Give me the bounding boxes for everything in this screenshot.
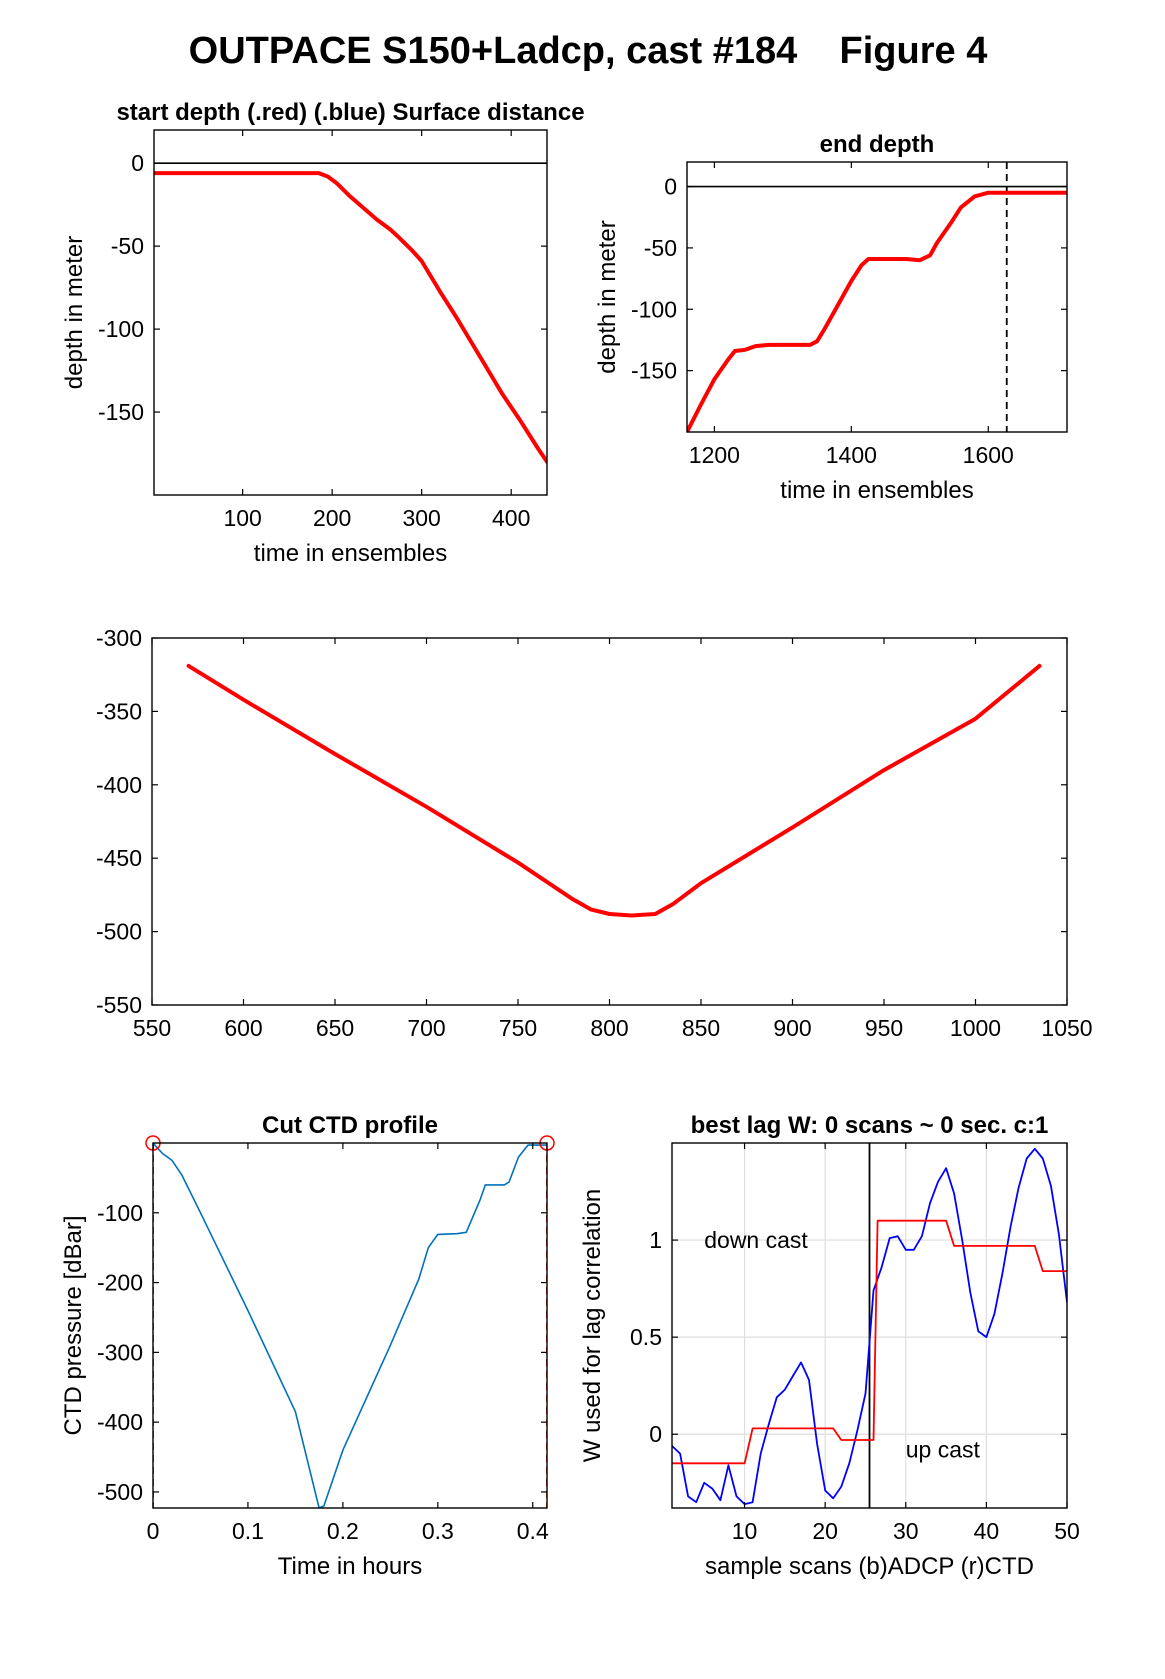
x-tick-label: 50 [1054, 1518, 1080, 1544]
axes-frame [686, 161, 1068, 433]
y-tick-label: -50 [111, 233, 144, 259]
x-tick-label: 100 [223, 505, 261, 531]
plot-area [154, 130, 547, 495]
x-tick-label: 1050 [1041, 1015, 1092, 1041]
y-axis-label: depth in meter [61, 236, 88, 389]
y-tick-label: -300 [96, 625, 142, 651]
series-line-1 [672, 1147, 1067, 1505]
chart-title: best lag W: 0 scans ~ 0 sec. c:1 [691, 1112, 1049, 1139]
x-tick-label: 600 [224, 1015, 262, 1041]
x-tick-label: 1400 [826, 442, 877, 468]
chart-title: Cut CTD profile [262, 1112, 438, 1139]
x-tick-label: 20 [812, 1518, 838, 1544]
chart-start: 100 200 300 400 0 -50 -100 -150 start depth (.re… [61, 99, 585, 567]
plot-area [152, 638, 1067, 1005]
figure-title: OUTPACE S150+Ladcp, cast #184 Figure 4 [189, 30, 988, 72]
x-tick-label: 0.3 [422, 1518, 454, 1544]
x-axis-label: Time in hours [278, 1553, 423, 1580]
y-tick-label: -300 [97, 1339, 143, 1365]
series-line-2 [672, 1219, 1067, 1465]
x-tick-label: 650 [316, 1015, 354, 1041]
x-tick-label: 750 [499, 1015, 537, 1041]
plot-area [153, 1143, 547, 1508]
y-tick-label: 0 [649, 1421, 662, 1447]
y-tick-label: -350 [96, 698, 142, 724]
axes-frame [671, 1142, 1068, 1509]
y-tick-label: -450 [96, 845, 142, 871]
x-tick-label: 400 [492, 505, 530, 531]
y-axis-label: CTD pressure [dBar] [60, 1215, 87, 1435]
chart-end: 1200 1400 1600 0 -50 -100 -150 end depth time in… [594, 131, 1068, 504]
y-axis-label: W used for lag correlation [579, 1189, 606, 1462]
y-tick-label: -150 [631, 358, 677, 384]
y-tick-label: -150 [98, 399, 144, 425]
annotation-label: down cast [704, 1227, 808, 1253]
y-tick-label: -500 [96, 919, 142, 945]
x-tick-label: 1600 [963, 442, 1014, 468]
y-tick-label: -100 [631, 296, 677, 322]
y-tick-label: 1 [649, 1227, 662, 1253]
plot-content [672, 1143, 1067, 1508]
x-tick-label: 0.4 [517, 1518, 549, 1544]
series-line-1 [154, 171, 547, 464]
plot-area [687, 162, 1067, 432]
y-tick-label: -50 [644, 235, 677, 261]
y-tick-label: -400 [96, 772, 142, 798]
y-axis-label: depth in meter [594, 220, 621, 373]
y-tick-label: -100 [98, 316, 144, 342]
y-tick-label: 0 [664, 174, 677, 200]
x-tick-label: 550 [133, 1015, 171, 1041]
axes-frame [152, 1142, 548, 1509]
y-tick-label: -200 [97, 1270, 143, 1296]
x-tick-label: 1000 [950, 1015, 1001, 1041]
x-tick-label: 40 [974, 1518, 1000, 1544]
chart-lag: 10 20 30 40 50 0 0.5 1 best lag W: 0 scans ~ 0 s… [579, 1112, 1080, 1580]
chart-middle: 550 600 650 700 750 800 850 900 950 1000 1050 -300 -… [96, 625, 1093, 1041]
plot-content [154, 162, 547, 464]
x-tick-label: 300 [402, 505, 440, 531]
x-tick-label: 0 [147, 1518, 160, 1544]
chart-cut: 0 0.1 0.2 0.3 0.4 -100 -200 -300 -400 -500 Cut CTD… [60, 1112, 555, 1580]
y-tick-label: 0 [131, 150, 144, 176]
y-tick-label: -500 [97, 1479, 143, 1505]
plot-content [153, 1143, 547, 1508]
plot-content [687, 162, 1067, 432]
x-tick-label: 10 [732, 1518, 758, 1544]
x-tick-label: 0.2 [327, 1518, 359, 1544]
annotation-label: up cast [906, 1437, 981, 1463]
y-tick-label: -400 [97, 1409, 143, 1435]
x-axis-label: time in ensembles [780, 477, 973, 504]
y-tick-label: 0.5 [630, 1324, 662, 1350]
x-tick-label: 850 [682, 1015, 720, 1041]
plot-content [186, 663, 1042, 918]
x-tick-label: 30 [893, 1518, 919, 1544]
series-line-1 [687, 190, 1067, 432]
x-axis-label: sample scans (b)ADCP (r)CTD [705, 1553, 1034, 1580]
x-tick-label: 950 [865, 1015, 903, 1041]
series-line-1 [153, 1143, 547, 1508]
x-tick-label: 200 [313, 505, 351, 531]
axes-frame [153, 129, 548, 496]
x-tick-label: 900 [773, 1015, 811, 1041]
x-axis-label: time in ensembles [254, 540, 447, 567]
series-line-1 [186, 663, 1042, 918]
y-tick-label: -100 [97, 1200, 143, 1226]
x-tick-label: 800 [590, 1015, 628, 1041]
x-tick-label: 0.1 [232, 1518, 264, 1544]
chart-title: start depth (.red) (.blue) Surface dista… [116, 99, 584, 126]
y-tick-label: -550 [96, 992, 142, 1018]
chart-title: end depth [820, 131, 935, 158]
x-tick-label: 700 [407, 1015, 445, 1041]
x-tick-label: 1200 [689, 442, 740, 468]
